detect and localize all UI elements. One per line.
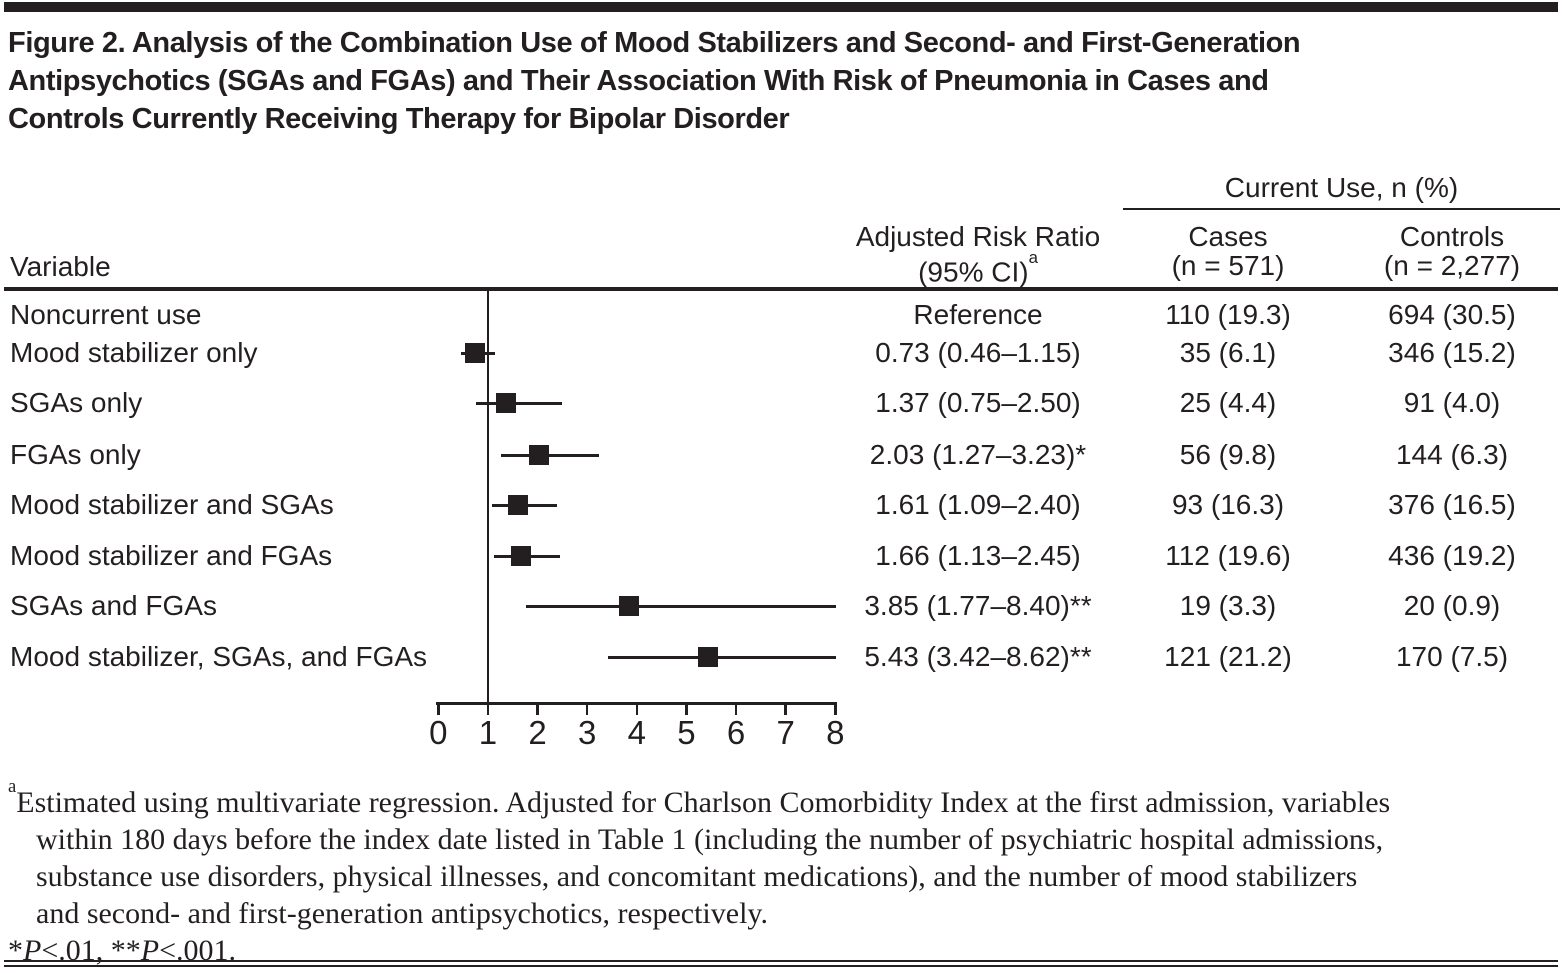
confidence-interval-line [501,453,599,457]
axis-tick [437,702,440,715]
footnote-a-line-4: and second- and first-generation antipsy… [36,897,768,930]
figure-title: Figure 2. Analysis of the Combination Us… [8,24,1558,138]
cases-value: 19 (3.3) [1179,590,1277,621]
figure-title-line-3: Controls Currently Receiving Therapy for… [8,103,790,135]
axis-tick [834,702,837,715]
estimate-square [508,495,529,515]
spanner-header-current-use: Current Use, n (%) [1224,172,1459,203]
axis-tick [784,702,787,715]
row-label-variable: SGAs and FGAs [10,590,217,621]
axis-tick-label: 2 [528,714,547,751]
estimate-square [464,343,485,363]
reference-line [486,291,490,703]
arr-value: 3.85 (1.77–8.40)** [864,590,1092,621]
cases-value: 25 (4.4) [1179,387,1277,418]
column-header-cases-line1: Cases [1188,221,1268,252]
confidence-interval-line [608,655,836,659]
figure-title-line-2: Antipsychotics (SGAs and FGAs) and Their… [8,65,1269,97]
axis-tick [734,702,738,715]
row-label-variable: Mood stabilizer only [10,337,258,368]
row-label-variable: Mood stabilizer and SGAs [10,489,334,520]
axis-tick-label: 1 [478,714,498,751]
arr-ci-text: (95% CI) [918,256,1029,288]
header-rule [4,287,1558,291]
cases-value: 35 (6.1) [1179,337,1277,368]
footnote-a-line-3: substance use disorders, physical illnes… [36,860,1358,893]
controls-value: 376 (16.5) [1388,489,1516,520]
row-label-variable: SGAs only [10,387,143,418]
arr-value: 2.03 (1.27–3.23)* [869,439,1087,470]
controls-value: 694 (30.5) [1388,299,1516,330]
sig-mid: <.01, ** [41,934,141,967]
bottom-rule-inner [4,965,1558,967]
axis-tick-label: 5 [677,714,696,751]
estimate-square [496,393,517,413]
footnote-significance: *P<.01, **P<.001. [8,932,1558,969]
footnote-a-text-1: Estimated using multivariate regression.… [16,786,1391,819]
sig-p2: P [140,934,160,967]
controls-value: 346 (15.2) [1388,337,1516,368]
column-header-arr-line1: Adjusted Risk Ratio [855,221,1101,252]
row-label-variable: FGAs only [10,439,141,470]
arr-value: 5.43 (3.42–8.62)** [864,641,1092,672]
bottom-rule-outer [4,960,1558,962]
figure-title-line-1: Figure 2. Analysis of the Combination Us… [8,27,1301,59]
estimate-square [529,445,550,465]
column-header-arr-line2: (95% CI)a [815,247,1141,288]
axis-tick-label: 4 [627,714,646,751]
controls-value: 144 (6.3) [1395,439,1509,470]
axis-tick [635,702,639,715]
arr-ci-footnote-marker: a [1028,247,1038,267]
confidence-interval-line [475,401,563,405]
axis-tick-label: 7 [776,714,795,751]
column-header-controls-line2: (n = 2,277) [1383,250,1521,281]
cases-value: 112 (19.6) [1165,540,1291,571]
footnote-a-line-2: within 180 days before the index date li… [36,823,1384,856]
axis-tick [536,702,539,715]
column-header-cases-line2: (n = 571) [1171,250,1285,281]
cases-value: 110 (19.3) [1165,299,1291,330]
sig-star: * [8,934,23,967]
axis-tick-label: 3 [578,714,597,751]
row-label-variable: Noncurrent use [10,299,202,330]
axis-tick [486,702,490,715]
axis-tick [585,702,589,715]
sig-p1: P [23,934,42,967]
top-rule [4,2,1558,12]
estimate-square [619,596,640,616]
axis-tick-label: 8 [826,714,845,751]
footnote-a-marker: a [8,775,17,797]
arr-value: 1.61 (1.09–2.40) [875,489,1081,520]
sig-end: <.001. [159,934,236,967]
controls-value: 436 (19.2) [1388,540,1516,571]
arr-value: Reference [913,299,1043,330]
arr-value: 0.73 (0.46–1.15) [875,337,1081,368]
axis-tick-label: 6 [726,714,746,751]
axis-tick [685,702,688,715]
controls-value: 91 (4.0) [1403,387,1501,418]
controls-value: 20 (0.9) [1403,590,1501,621]
column-header-controls-line1: Controls [1399,221,1505,252]
controls-value: 170 (7.5) [1395,641,1509,672]
cases-value: 56 (9.8) [1179,439,1277,470]
estimate-square [510,546,531,566]
footnote-a-line-1: aEstimated using multivariate regression… [8,775,1558,821]
cases-value: 93 (16.3) [1171,489,1285,520]
confidence-interval-line [526,604,836,608]
column-header-variable: Variable [10,251,111,282]
row-label-variable: Mood stabilizer, SGAs, and FGAs [10,641,428,672]
spanner-rule [1123,208,1560,210]
cases-value: 121 (21.2) [1164,641,1292,672]
arr-value: 1.37 (0.75–2.50) [875,387,1081,418]
footnote-block: aEstimated using multivariate regression… [8,775,1558,969]
estimate-square [697,647,718,667]
arr-value: 1.66 (1.13–2.45) [875,540,1081,571]
axis-tick-label: 0 [429,714,448,751]
row-label-variable: Mood stabilizer and FGAs [10,540,333,571]
